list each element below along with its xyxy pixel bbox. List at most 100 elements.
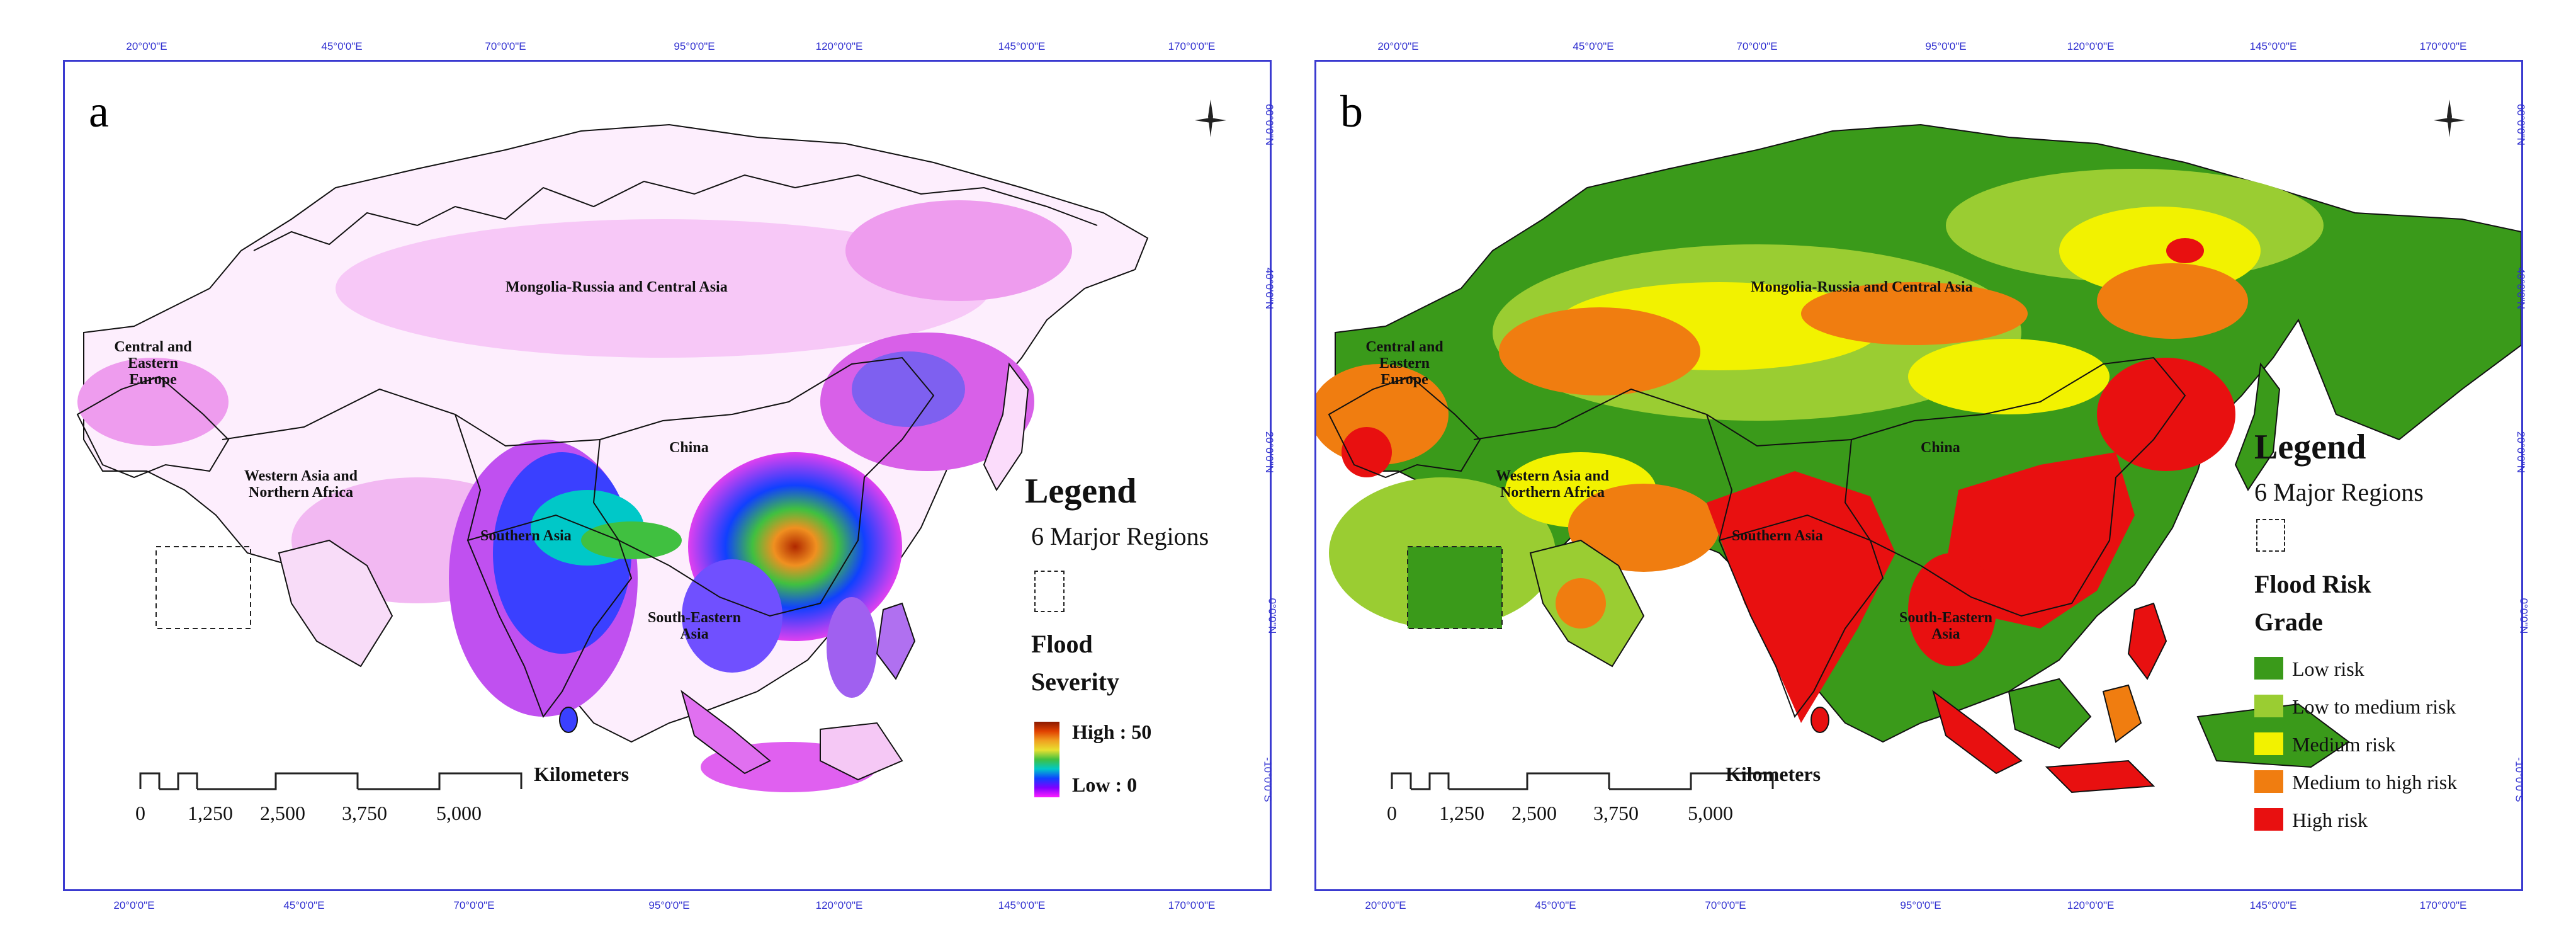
coord-bottom-3: 70°0'0"E xyxy=(453,899,495,911)
scale-tick-a-3: 3,750 xyxy=(342,802,387,824)
region-label-central-europe: Central and Eastern Europe xyxy=(114,339,192,388)
region-label-china: China xyxy=(669,440,709,456)
scale-tick-b-1: 1,250 xyxy=(1439,802,1484,824)
legend-swatch-medium-high xyxy=(2254,770,2283,793)
coord-top-7: 170°0'0"E xyxy=(2419,40,2467,52)
legend-title-b: Legend xyxy=(2254,428,2366,467)
legend-swatch-low-medium xyxy=(2254,695,2283,717)
coord-top-7: 170°0'0"E xyxy=(1168,40,1216,52)
china-outline xyxy=(1844,356,2186,617)
india-outline xyxy=(1718,514,1884,719)
coord-top-2: 45°0'0"E xyxy=(1573,40,1614,52)
map-panel-a: a 20°0'0"E 45°0'0"E 70°0'0"E 95°0'0"E 12… xyxy=(63,40,1279,911)
region-label-western-asia: Western Asia and Northern Africa xyxy=(1495,468,1610,501)
legend-swatch-low xyxy=(2254,657,2283,680)
region-label-mongolia-russia: Mongolia-Russia and Central Asia xyxy=(506,279,728,295)
scale-bar-b xyxy=(1391,772,1774,790)
europe-outline xyxy=(76,375,230,479)
flood-risk-map xyxy=(1316,123,2521,794)
india-outline xyxy=(466,514,633,719)
coord-right-4: 0°0'0"N xyxy=(2517,598,2530,634)
scale-tick-b-3: 3,750 xyxy=(1593,802,1639,824)
scale-unit-a: Kilometers xyxy=(534,763,630,785)
legend-class-low-medium: Low to medium risk xyxy=(2292,695,2456,718)
region-label-southeastern-asia: South-Eastern Asia xyxy=(647,610,742,642)
coord-right-5: -10°0'0"S xyxy=(1262,757,1274,802)
legend-swatch-high xyxy=(2254,808,2283,831)
coord-top-1: 20°0'0"E xyxy=(126,40,167,52)
legend-region-symbol-a xyxy=(1034,571,1065,612)
coord-top-6: 145°0'0"E xyxy=(2249,40,2297,52)
coord-right-1: 60°0'0"N xyxy=(1263,103,1275,146)
coord-bottom-5: 120°0'0"E xyxy=(2067,899,2115,911)
legend-layer-title-a-1: Flood xyxy=(1031,630,1093,658)
coord-bottom-1: 20°0'0"E xyxy=(113,899,155,911)
panel-letter-a: a xyxy=(89,86,109,137)
coord-top-3: 70°0'0"E xyxy=(485,40,526,52)
arabia-outline xyxy=(278,539,393,668)
china-outline xyxy=(592,356,935,617)
legend-class-low: Low risk xyxy=(2292,657,2364,680)
region-label-southern-asia: Southern Asia xyxy=(1732,528,1823,544)
coord-bottom-2: 45°0'0"E xyxy=(1535,899,1576,911)
legend-title-a: Legend xyxy=(1025,472,1137,511)
coord-right-1: 60°0'0"N xyxy=(2514,103,2527,146)
coord-right-2: 40°0'0"N xyxy=(1263,267,1275,310)
coord-bottom-3: 70°0'0"E xyxy=(1705,899,1746,911)
coord-right-3: 20°0'0"N xyxy=(1263,431,1275,474)
region-label-china: China xyxy=(1921,440,1960,456)
coord-bottom-2: 45°0'0"E xyxy=(283,899,325,911)
coord-top-4: 95°0'0"E xyxy=(1925,40,1967,52)
coord-top-6: 145°0'0"E xyxy=(998,40,1046,52)
coord-bottom-7: 170°0'0"E xyxy=(1168,899,1216,911)
scale-tick-b-0: 0 xyxy=(1387,802,1397,824)
legend-layer-title-a-2: Severity xyxy=(1031,668,1119,696)
scale-tick-b-2: 2,500 xyxy=(1511,802,1557,824)
coord-right-2: 40°0'0"N xyxy=(2514,267,2527,310)
panel-letter-b: b xyxy=(1340,86,1363,137)
north-arrow-icon xyxy=(1195,100,1226,137)
coord-bottom-5: 120°0'0"E xyxy=(815,899,863,911)
flood-severity-map xyxy=(76,123,1149,792)
coord-top-3: 70°0'0"E xyxy=(1736,40,1778,52)
map-panel-b: b 20°0'0"E 45°0'0"E 70°0'0"E 95°0'0"E 12… xyxy=(1314,40,2530,911)
coord-right-5: -10°0'0"S xyxy=(2513,757,2526,802)
legend-layer-title-b-2: Grade xyxy=(2254,608,2323,636)
coord-bottom-4: 95°0'0"E xyxy=(648,899,690,911)
scale-tick-b-4: 5,000 xyxy=(1688,802,1733,824)
region-label-central-europe: Central and Eastern Europe xyxy=(1365,339,1443,388)
coord-top-5: 120°0'0"E xyxy=(815,40,863,52)
legend-class-medium: Medium risk xyxy=(2292,733,2396,756)
legend-regions-label-b: 6 Major Regions xyxy=(2254,478,2424,506)
coord-bottom-6: 145°0'0"E xyxy=(2249,899,2297,911)
coord-top-1: 20°0'0"E xyxy=(1377,40,1419,52)
coord-right-3: 20°0'0"N xyxy=(2514,431,2527,474)
coord-top-4: 95°0'0"E xyxy=(674,40,715,52)
north-arrow-icon xyxy=(2434,100,2465,137)
coord-bottom-7: 170°0'0"E xyxy=(2419,899,2467,911)
coord-top-2: 45°0'0"E xyxy=(321,40,363,52)
scale-bar-a xyxy=(139,772,523,790)
legend-high-label: High : 50 xyxy=(1072,720,1152,743)
coord-bottom-6: 145°0'0"E xyxy=(998,899,1046,911)
coord-bottom-1: 20°0'0"E xyxy=(1365,899,1406,911)
scale-tick-a-4: 5,000 xyxy=(436,802,482,824)
region-label-southern-asia: Southern Asia xyxy=(480,528,572,544)
legend-swatch-medium xyxy=(2254,732,2283,755)
region-label-southeastern-asia: South-Eastern Asia xyxy=(1899,610,1993,642)
scale-tick-a-0: 0 xyxy=(135,802,145,824)
scale-tick-a-2: 2,500 xyxy=(260,802,305,824)
legend-region-symbol-b xyxy=(2256,519,2285,552)
legend-regions-label-a: 6 Marjor Regions xyxy=(1031,522,1209,550)
coord-bottom-4: 95°0'0"E xyxy=(1900,899,1941,911)
legend-layer-title-b-1: Flood Risk xyxy=(2254,570,2371,598)
region-label-western-asia: Western Asia and Northern Africa xyxy=(244,468,358,501)
coord-top-5: 120°0'0"E xyxy=(2067,40,2115,52)
severity-color-ramp xyxy=(1034,722,1059,797)
legend-class-high: High risk xyxy=(2292,809,2368,831)
legend-class-medium-high: Medium to high risk xyxy=(2292,771,2458,794)
legend-low-label: Low : 0 xyxy=(1072,773,1138,796)
coord-right-4: 0°0'0"N xyxy=(1266,598,1279,634)
scale-unit-b: Kilometers xyxy=(1726,763,1821,785)
scale-tick-a-1: 1,250 xyxy=(188,802,233,824)
